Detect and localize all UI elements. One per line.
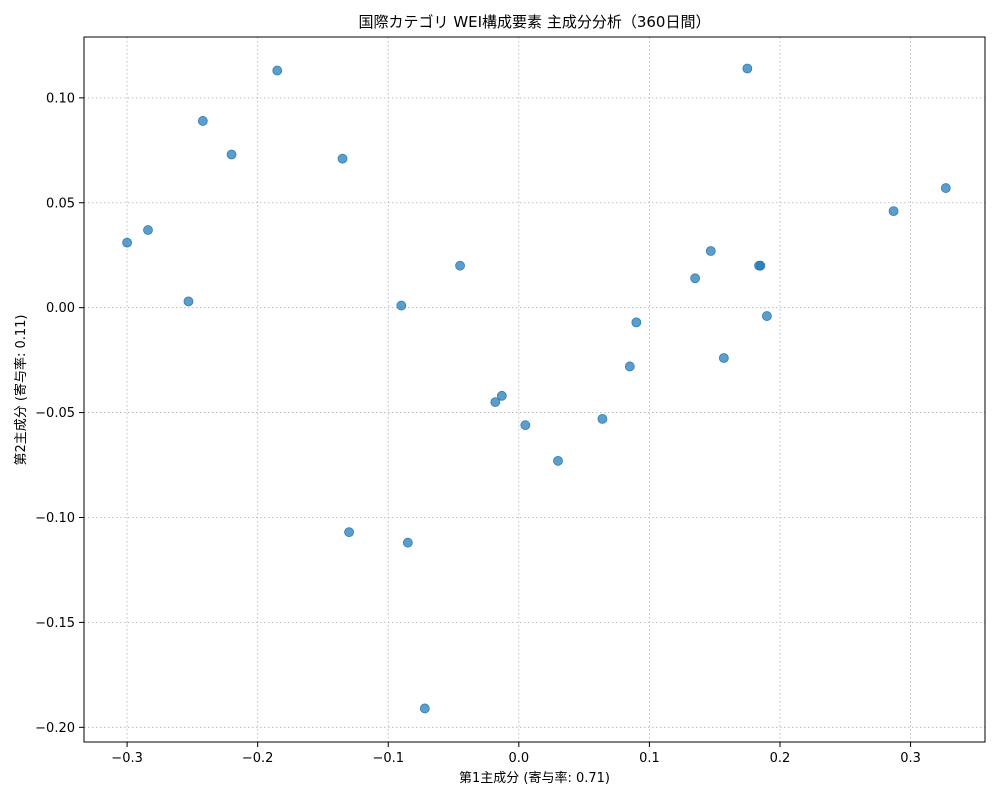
x-axis-label: 第1主成分 (寄与率: 0.71) <box>459 770 610 786</box>
y-tick-label: 0.10 <box>46 91 75 106</box>
data-point <box>597 413 608 424</box>
y-axis-label: 第2主成分 (寄与率: 0.11) <box>13 314 29 465</box>
data-point <box>183 296 194 307</box>
data-point <box>520 420 531 431</box>
y-tick-label: 0.00 <box>46 301 75 316</box>
data-point <box>718 353 729 363</box>
x-tick-label: −0.1 <box>372 751 404 766</box>
y-tick-label: −0.20 <box>35 721 75 736</box>
data-point <box>888 206 899 217</box>
chart-title: 国際カテゴリ WEI構成要素 主成分分析（360日間） <box>359 13 711 31</box>
data-point <box>143 225 153 235</box>
data-point <box>226 149 237 160</box>
data-point <box>762 311 772 321</box>
x-tick-label: 0.0 <box>508 751 529 766</box>
x-tick-label: −0.3 <box>111 751 143 766</box>
y-tick-label: −0.15 <box>35 616 75 631</box>
x-axis: −0.3 −0.2 −0.1 0.0 0.1 0.2 0.3 <box>111 742 921 766</box>
y-tick-label: −0.05 <box>35 406 75 421</box>
data-point <box>455 260 465 271</box>
x-tick-label: 0.1 <box>639 751 660 766</box>
x-tick-label: 0.2 <box>770 751 791 766</box>
data-point <box>755 260 766 271</box>
data-point <box>705 246 716 256</box>
y-axis: −0.20 −0.15 −0.10 −0.05 0.00 0.05 0.10 <box>35 91 84 736</box>
data-point <box>344 527 354 538</box>
x-tick-label: −0.2 <box>242 751 274 766</box>
data-point <box>396 300 407 311</box>
y-tick-label: −0.10 <box>35 511 75 526</box>
data-point <box>553 455 563 466</box>
data-point <box>272 65 283 76</box>
data-point <box>402 537 413 548</box>
data-point <box>490 397 501 407</box>
data-point <box>197 116 208 126</box>
y-tick-label: 0.05 <box>46 196 75 211</box>
grid <box>84 37 985 742</box>
data-point <box>940 183 951 193</box>
data-point <box>337 153 348 164</box>
data-point <box>742 63 753 74</box>
data-point <box>690 273 701 284</box>
data-points <box>122 63 951 714</box>
data-point <box>122 237 132 248</box>
data-point <box>419 703 430 714</box>
x-tick-label: 0.3 <box>900 751 921 766</box>
plot-area-frame <box>83 36 986 743</box>
data-point <box>631 317 642 328</box>
data-point <box>496 390 507 401</box>
data-point <box>624 361 635 372</box>
